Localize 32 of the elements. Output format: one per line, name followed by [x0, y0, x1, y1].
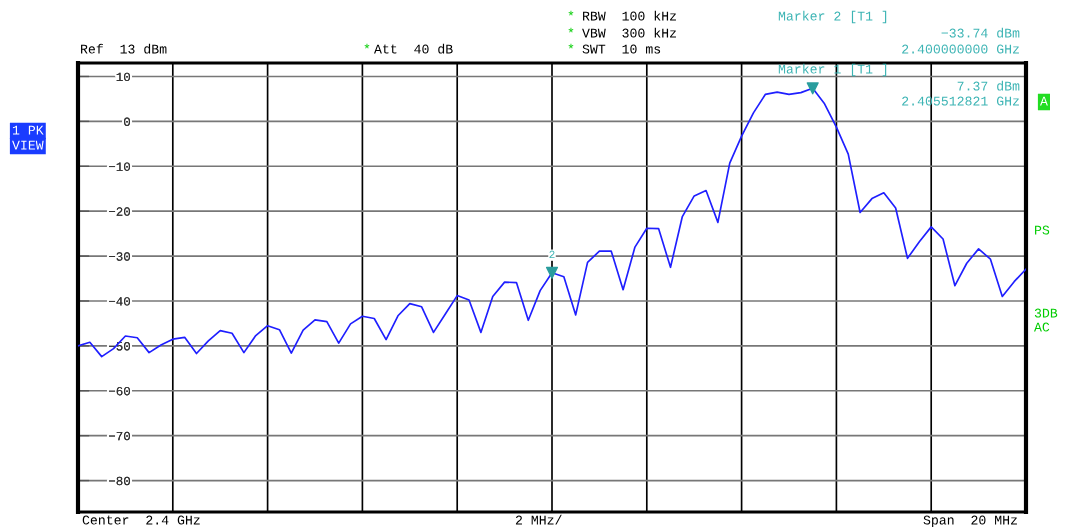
y-tick-label: −80 [108, 476, 131, 486]
y-tick-label: −30 [108, 252, 131, 261]
annotation: 2 [549, 250, 555, 259]
y-tick-label: −40 [108, 297, 131, 306]
y-tick-label: −10 [108, 162, 131, 171]
text: * [568, 27, 574, 33]
y-tick-label: −20 [108, 207, 131, 216]
text: 2.400000000 GHz [902, 44, 1019, 54]
text: VIEW [12, 140, 44, 150]
y-tick-label: 10 [116, 72, 131, 82]
text: Att 40 dB [374, 43, 453, 54]
text: AC [1034, 322, 1050, 332]
text: −33.74 dBm [941, 27, 1020, 38]
text: PS [1035, 225, 1050, 235]
text: SWT 10 ms [582, 44, 661, 54]
text: * [568, 10, 574, 16]
text: Marker 2 [T1 ] [778, 10, 887, 24]
y-tick-label: −70 [108, 431, 131, 441]
text: Span 20 MHz [923, 515, 1017, 527]
text: Center 2.4 GHz [82, 515, 200, 525]
annotation: 7.37 dBm [957, 80, 1020, 91]
text: * [568, 43, 574, 49]
y-tick-label: −60 [108, 386, 131, 396]
text: VBW 300 kHz [582, 27, 676, 38]
text: * [364, 43, 370, 49]
text: 3DB [1034, 308, 1058, 318]
text: 2 MHz/ [515, 514, 562, 525]
y-tick-label: 0 [124, 117, 131, 127]
text: Ref 13 dBm [81, 43, 167, 54]
text: A [1040, 96, 1048, 106]
text: RBW 100 kHz [583, 10, 676, 21]
text: 1 PK [12, 125, 44, 135]
